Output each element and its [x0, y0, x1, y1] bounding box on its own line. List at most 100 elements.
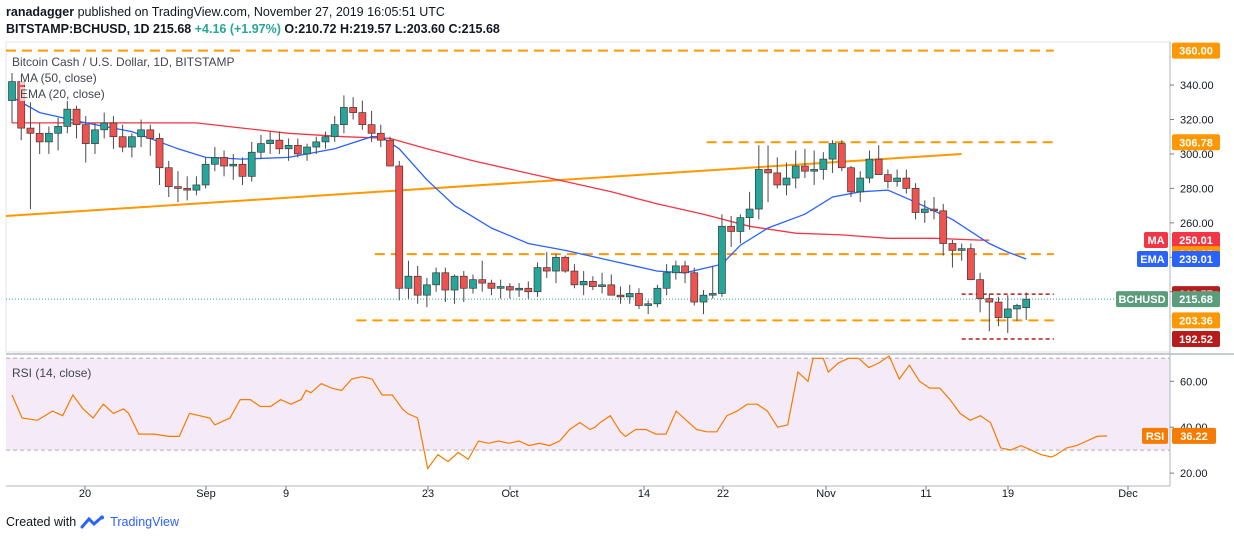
y-tick-label: 260.00: [1180, 218, 1214, 230]
series-tag-label: BCHUSD: [1118, 294, 1165, 306]
candle-body: [8, 81, 16, 101]
candle: [441, 267, 450, 303]
candle-body: [349, 107, 357, 113]
y-tick-label: 240.00: [1180, 252, 1214, 264]
candle: [478, 260, 487, 292]
candle-body: [911, 188, 920, 213]
candle: [985, 293, 994, 332]
candle-body: [754, 169, 763, 210]
y-tick-label: 340.00: [1180, 80, 1214, 92]
candle: [865, 150, 874, 184]
candle-body: [386, 139, 394, 167]
candle: [109, 116, 118, 149]
candle-body: [745, 208, 754, 219]
rsi-tag-label: RSI: [1146, 431, 1164, 443]
candle-body: [469, 279, 477, 289]
candle-body: [146, 129, 155, 139]
candle-body: [321, 136, 330, 143]
ma50-line: [12, 122, 990, 241]
candle-body: [856, 177, 865, 193]
author-name[interactable]: ranadagger: [6, 5, 75, 19]
legend-rsi[interactable]: RSI (14, close): [12, 366, 92, 380]
legend-title: Bitcoin Cash / U.S. Dollar, 1D, BITSTAMP: [12, 55, 235, 69]
candle: [210, 147, 219, 172]
candle-body: [690, 272, 699, 303]
candle-body: [736, 217, 745, 232]
candle: [1003, 295, 1012, 334]
candle: [893, 169, 901, 187]
candle-body: [782, 177, 791, 186]
candle: [275, 131, 284, 154]
candle: [718, 214, 726, 297]
price-change: +4.16 (+1.97%): [194, 22, 281, 36]
candle-body: [1013, 305, 1021, 310]
candle-body: [210, 157, 219, 165]
rsi-value-label: 36.22: [1180, 431, 1208, 443]
candle-body: [939, 210, 948, 244]
tradingview-link[interactable]: TradingView: [110, 515, 179, 529]
candle-body: [625, 293, 634, 298]
price-label-box: [1172, 246, 1220, 263]
candle-body: [54, 126, 62, 134]
candle-body: [376, 132, 385, 141]
price-label-darkred: 218.57: [1172, 286, 1220, 303]
candle-body: [266, 139, 275, 144]
candle: [247, 141, 256, 182]
low-value: L:203.60: [394, 22, 445, 36]
x-tick-label: 14: [638, 488, 650, 500]
candle: [26, 102, 35, 210]
candle-body: [81, 124, 90, 144]
x-tick-label: 20: [79, 488, 91, 500]
candle: [662, 264, 671, 296]
candle: [266, 131, 275, 154]
candle: [994, 296, 1003, 327]
candle-body: [312, 141, 321, 148]
candle-body: [128, 136, 136, 148]
candle-body: [26, 127, 35, 134]
candle-body: [330, 124, 339, 138]
rsi-line: [11, 355, 1108, 470]
candle-body: [579, 281, 588, 286]
candle: [874, 145, 883, 175]
legend-ema[interactable]: EMA (20, close): [20, 87, 105, 101]
trendline: [5, 152, 962, 217]
candle: [635, 288, 643, 309]
price-label-current: 215.68 BCHUSD: [1116, 291, 1220, 308]
candle: [404, 260, 413, 299]
candle: [146, 124, 155, 156]
tradingview-logo-icon: [80, 515, 105, 529]
price-label-orange: 203.36: [1172, 312, 1220, 329]
candle: [552, 253, 560, 284]
candle-body: [718, 225, 726, 294]
candle: [423, 277, 431, 308]
legend-ma[interactable]: MA (50, close): [20, 71, 97, 85]
candle-body: [570, 270, 579, 286]
price-label-orange: 306.78: [1172, 134, 1220, 151]
candle: [81, 116, 90, 163]
candle: [293, 138, 302, 158]
x-tick-label: Nov: [816, 488, 836, 500]
candle-body: [561, 256, 570, 272]
candle: [496, 279, 505, 299]
candle-body: [201, 163, 210, 186]
candle-body: [229, 163, 238, 167]
candle-body: [589, 281, 597, 287]
candle-body: [63, 108, 72, 127]
price-label-value: 215.68: [1179, 294, 1213, 306]
candle-body: [118, 136, 127, 148]
candle-body: [450, 275, 459, 291]
candle: [137, 119, 145, 148]
candle-body: [496, 286, 505, 289]
candle-body: [837, 143, 846, 169]
series-tag-box: [1137, 250, 1168, 267]
candle: [801, 148, 809, 179]
candle: [174, 171, 182, 203]
candle-body: [340, 107, 348, 126]
candle: [967, 243, 975, 281]
price-label-value: 241.85: [1179, 249, 1213, 261]
candle-body: [865, 158, 874, 179]
candle-body: [395, 165, 404, 289]
price-label-box: [1172, 232, 1220, 249]
candle: [598, 272, 606, 294]
